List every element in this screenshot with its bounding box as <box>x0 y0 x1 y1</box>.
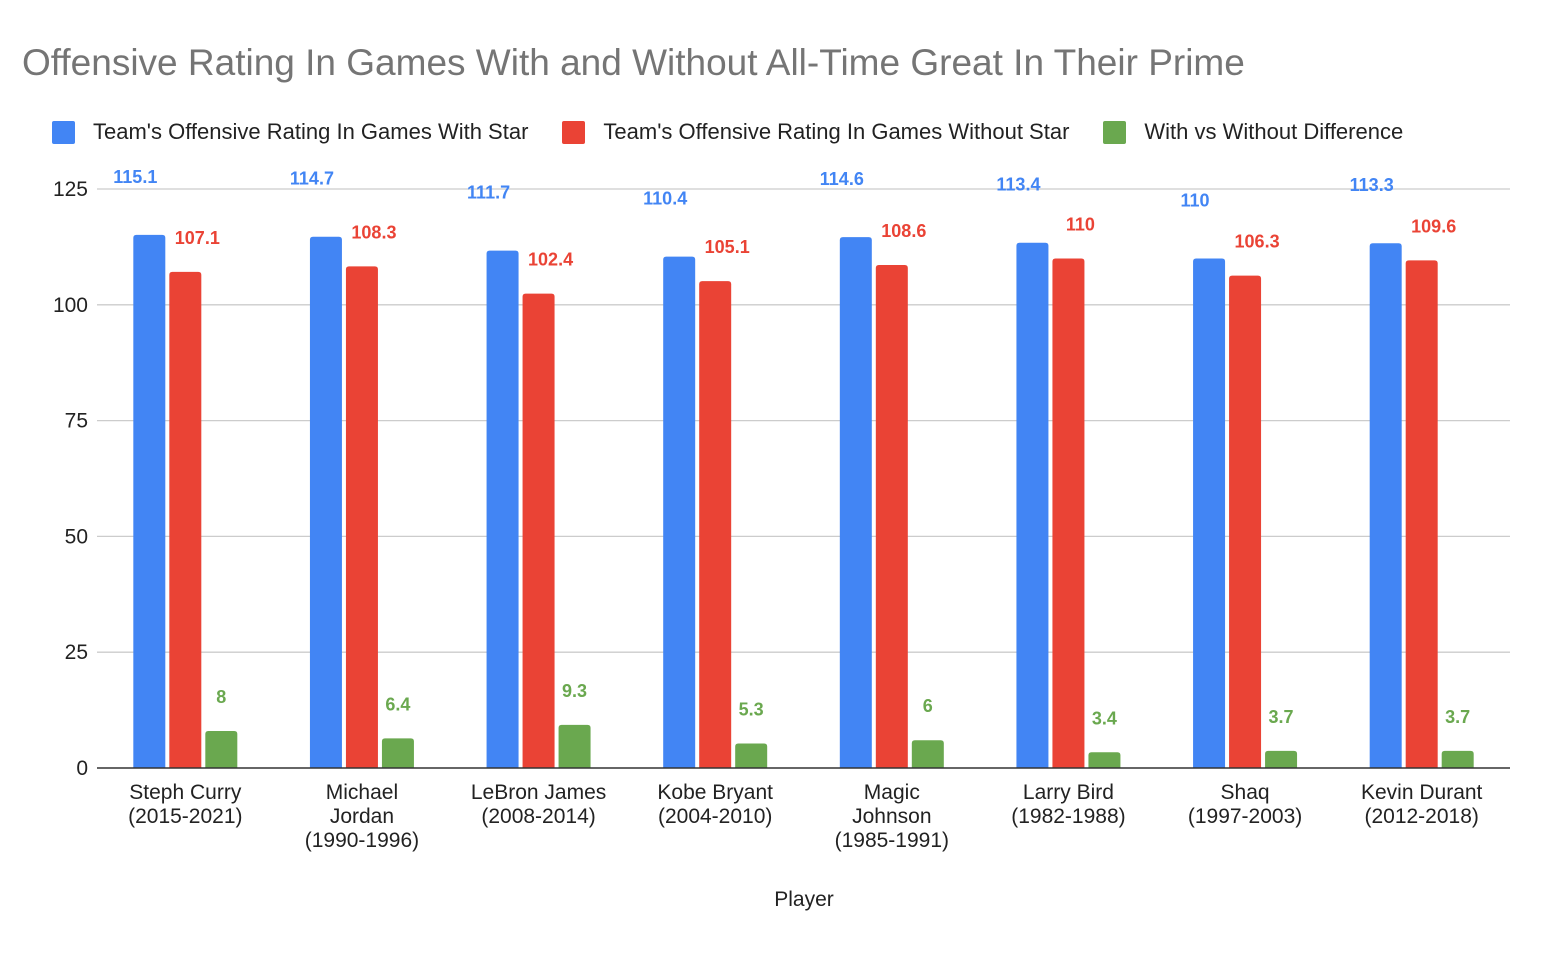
data-label: 9.3 <box>562 681 587 701</box>
legend-item-with-star[interactable]: Team's Offensive Rating In Games With St… <box>52 119 528 145</box>
bar-with-star[interactable] <box>1016 242 1049 768</box>
x-tick-label-line: (2008-2014) <box>481 805 595 828</box>
x-tick-label-line: Shaq <box>1221 781 1270 804</box>
bar-with-star[interactable] <box>486 250 519 769</box>
x-tick-label: Larry Bird (1982-1988) <box>1011 781 1125 828</box>
bar-without-star[interactable] <box>522 293 555 768</box>
data-labels: 115.1 114.7 111.7 110.4 114.6 113.4 110 113.3 10… <box>113 167 1470 728</box>
bars <box>133 234 1474 769</box>
data-label: 108.3 <box>351 222 396 242</box>
y-tick-label: 75 <box>65 410 88 433</box>
legend-item-difference[interactable]: With vs Without Difference <box>1103 119 1403 145</box>
bar-difference[interactable] <box>558 724 591 768</box>
x-axis-title: Player <box>774 888 834 911</box>
chart-title: Offensive Rating In Games With and Witho… <box>22 42 1245 83</box>
bar-difference[interactable] <box>1088 752 1121 768</box>
x-tick-label-line: (1985-1991) <box>835 829 949 852</box>
x-tick-label: Steph Curry (2015-2021) <box>128 781 242 828</box>
data-label: 115.1 <box>113 167 157 187</box>
gridlines <box>97 188 1510 653</box>
y-tick-label: 125 <box>53 178 88 201</box>
bar-difference[interactable] <box>1441 750 1474 768</box>
x-tick-label-line: Kobe Bryant <box>657 781 773 804</box>
data-label: 108.6 <box>881 221 926 241</box>
data-label: 3.4 <box>1092 708 1117 728</box>
bar-without-star[interactable] <box>875 264 908 768</box>
x-tick-label-line: (2004-2010) <box>658 805 772 828</box>
data-label: 6 <box>923 696 933 716</box>
bar-without-star[interactable] <box>1229 275 1262 768</box>
bar-difference[interactable] <box>1265 750 1298 768</box>
data-label: 3.7 <box>1445 707 1470 727</box>
x-tick-label: Michael Jordan (1990-1996) <box>305 781 419 852</box>
x-tick-label-line: (1982-1988) <box>1011 805 1125 828</box>
bar-with-star[interactable] <box>663 256 696 768</box>
x-tick-label-line: LeBron James <box>471 781 606 804</box>
data-label: 110 <box>1066 214 1095 234</box>
bar-difference[interactable] <box>735 743 768 768</box>
x-tick-label-line: Magic <box>864 781 920 804</box>
x-tick-label-line: Jordan <box>330 805 394 828</box>
x-tick-label-line: (2015-2021) <box>128 805 242 828</box>
legend: Team's Offensive Rating In Games With St… <box>52 117 1437 147</box>
data-label: 113.4 <box>996 175 1040 195</box>
x-tick-label: Shaq (1997-2003) <box>1188 781 1302 828</box>
legend-label-with-star: Team's Offensive Rating In Games With St… <box>93 119 529 144</box>
x-tick-label-line: Michael <box>326 781 398 804</box>
y-tick-label: 50 <box>65 525 88 548</box>
x-tick-label-line: Johnson <box>852 805 931 828</box>
legend-label-without-star: Team's Offensive Rating In Games Without… <box>603 119 1070 144</box>
data-label: 111.7 <box>467 183 510 203</box>
legend-swatch-difference <box>1103 120 1127 144</box>
bar-without-star[interactable] <box>1052 258 1085 768</box>
y-tick-label: 25 <box>65 641 88 664</box>
bar-without-star[interactable] <box>345 266 378 768</box>
x-tick-label: Kobe Bryant (2004-2010) <box>657 781 773 828</box>
data-label: 106.3 <box>1235 232 1280 252</box>
legend-swatch-with-star <box>52 120 75 144</box>
data-label: 110 <box>1181 190 1210 210</box>
x-tick-label-line: Steph Curry <box>129 781 242 804</box>
y-tick-label: 100 <box>53 294 88 317</box>
data-label: 3.7 <box>1269 707 1294 727</box>
data-label: 114.7 <box>290 169 334 189</box>
data-label: 105.1 <box>705 237 750 257</box>
bar-without-star[interactable] <box>699 281 732 768</box>
data-label: 113.3 <box>1350 175 1394 195</box>
data-label: 8 <box>216 687 226 707</box>
bar-with-star[interactable] <box>1193 258 1226 768</box>
x-tick-label: Kevin Durant (2012-2018) <box>1361 781 1483 828</box>
data-label: 6.4 <box>385 694 410 714</box>
bar-difference[interactable] <box>911 740 944 768</box>
bar-without-star[interactable] <box>1405 260 1438 768</box>
x-tick-label-line: (1990-1996) <box>305 829 419 852</box>
bar-with-star[interactable] <box>309 236 342 768</box>
data-label: 5.3 <box>739 699 764 719</box>
legend-swatch-without-star <box>562 120 586 144</box>
bar-with-star[interactable] <box>1369 243 1402 768</box>
data-label: 102.4 <box>528 250 573 270</box>
x-tick-label-line: Larry Bird <box>1023 781 1114 804</box>
legend-item-without-star[interactable]: Team's Offensive Rating In Games Without… <box>562 119 1069 145</box>
bar-difference[interactable] <box>205 730 238 768</box>
data-label: 110.4 <box>643 189 687 209</box>
legend-label-difference: With vs Without Difference <box>1144 119 1404 144</box>
axes: 0 25 50 75 100 125 Steph Curry (2015-2021) Micha… <box>53 178 1510 911</box>
x-tick-label: Magic Johnson (1985-1991) <box>835 781 949 852</box>
x-tick-label-line: (1997-2003) <box>1188 805 1302 828</box>
x-tick-label-line: Kevin Durant <box>1361 781 1483 804</box>
data-label: 109.6 <box>1411 216 1456 236</box>
x-tick-label-line: (2012-2018) <box>1364 805 1478 828</box>
y-tick-label: 0 <box>76 757 88 780</box>
bar-with-star[interactable] <box>839 237 872 769</box>
data-label: 107.1 <box>175 228 220 248</box>
bar-difference[interactable] <box>381 738 414 768</box>
bar-with-star[interactable] <box>133 234 166 768</box>
x-tick-label: LeBron James (2008-2014) <box>471 781 606 828</box>
data-label: 114.6 <box>820 169 864 189</box>
bar-without-star[interactable] <box>169 271 202 768</box>
